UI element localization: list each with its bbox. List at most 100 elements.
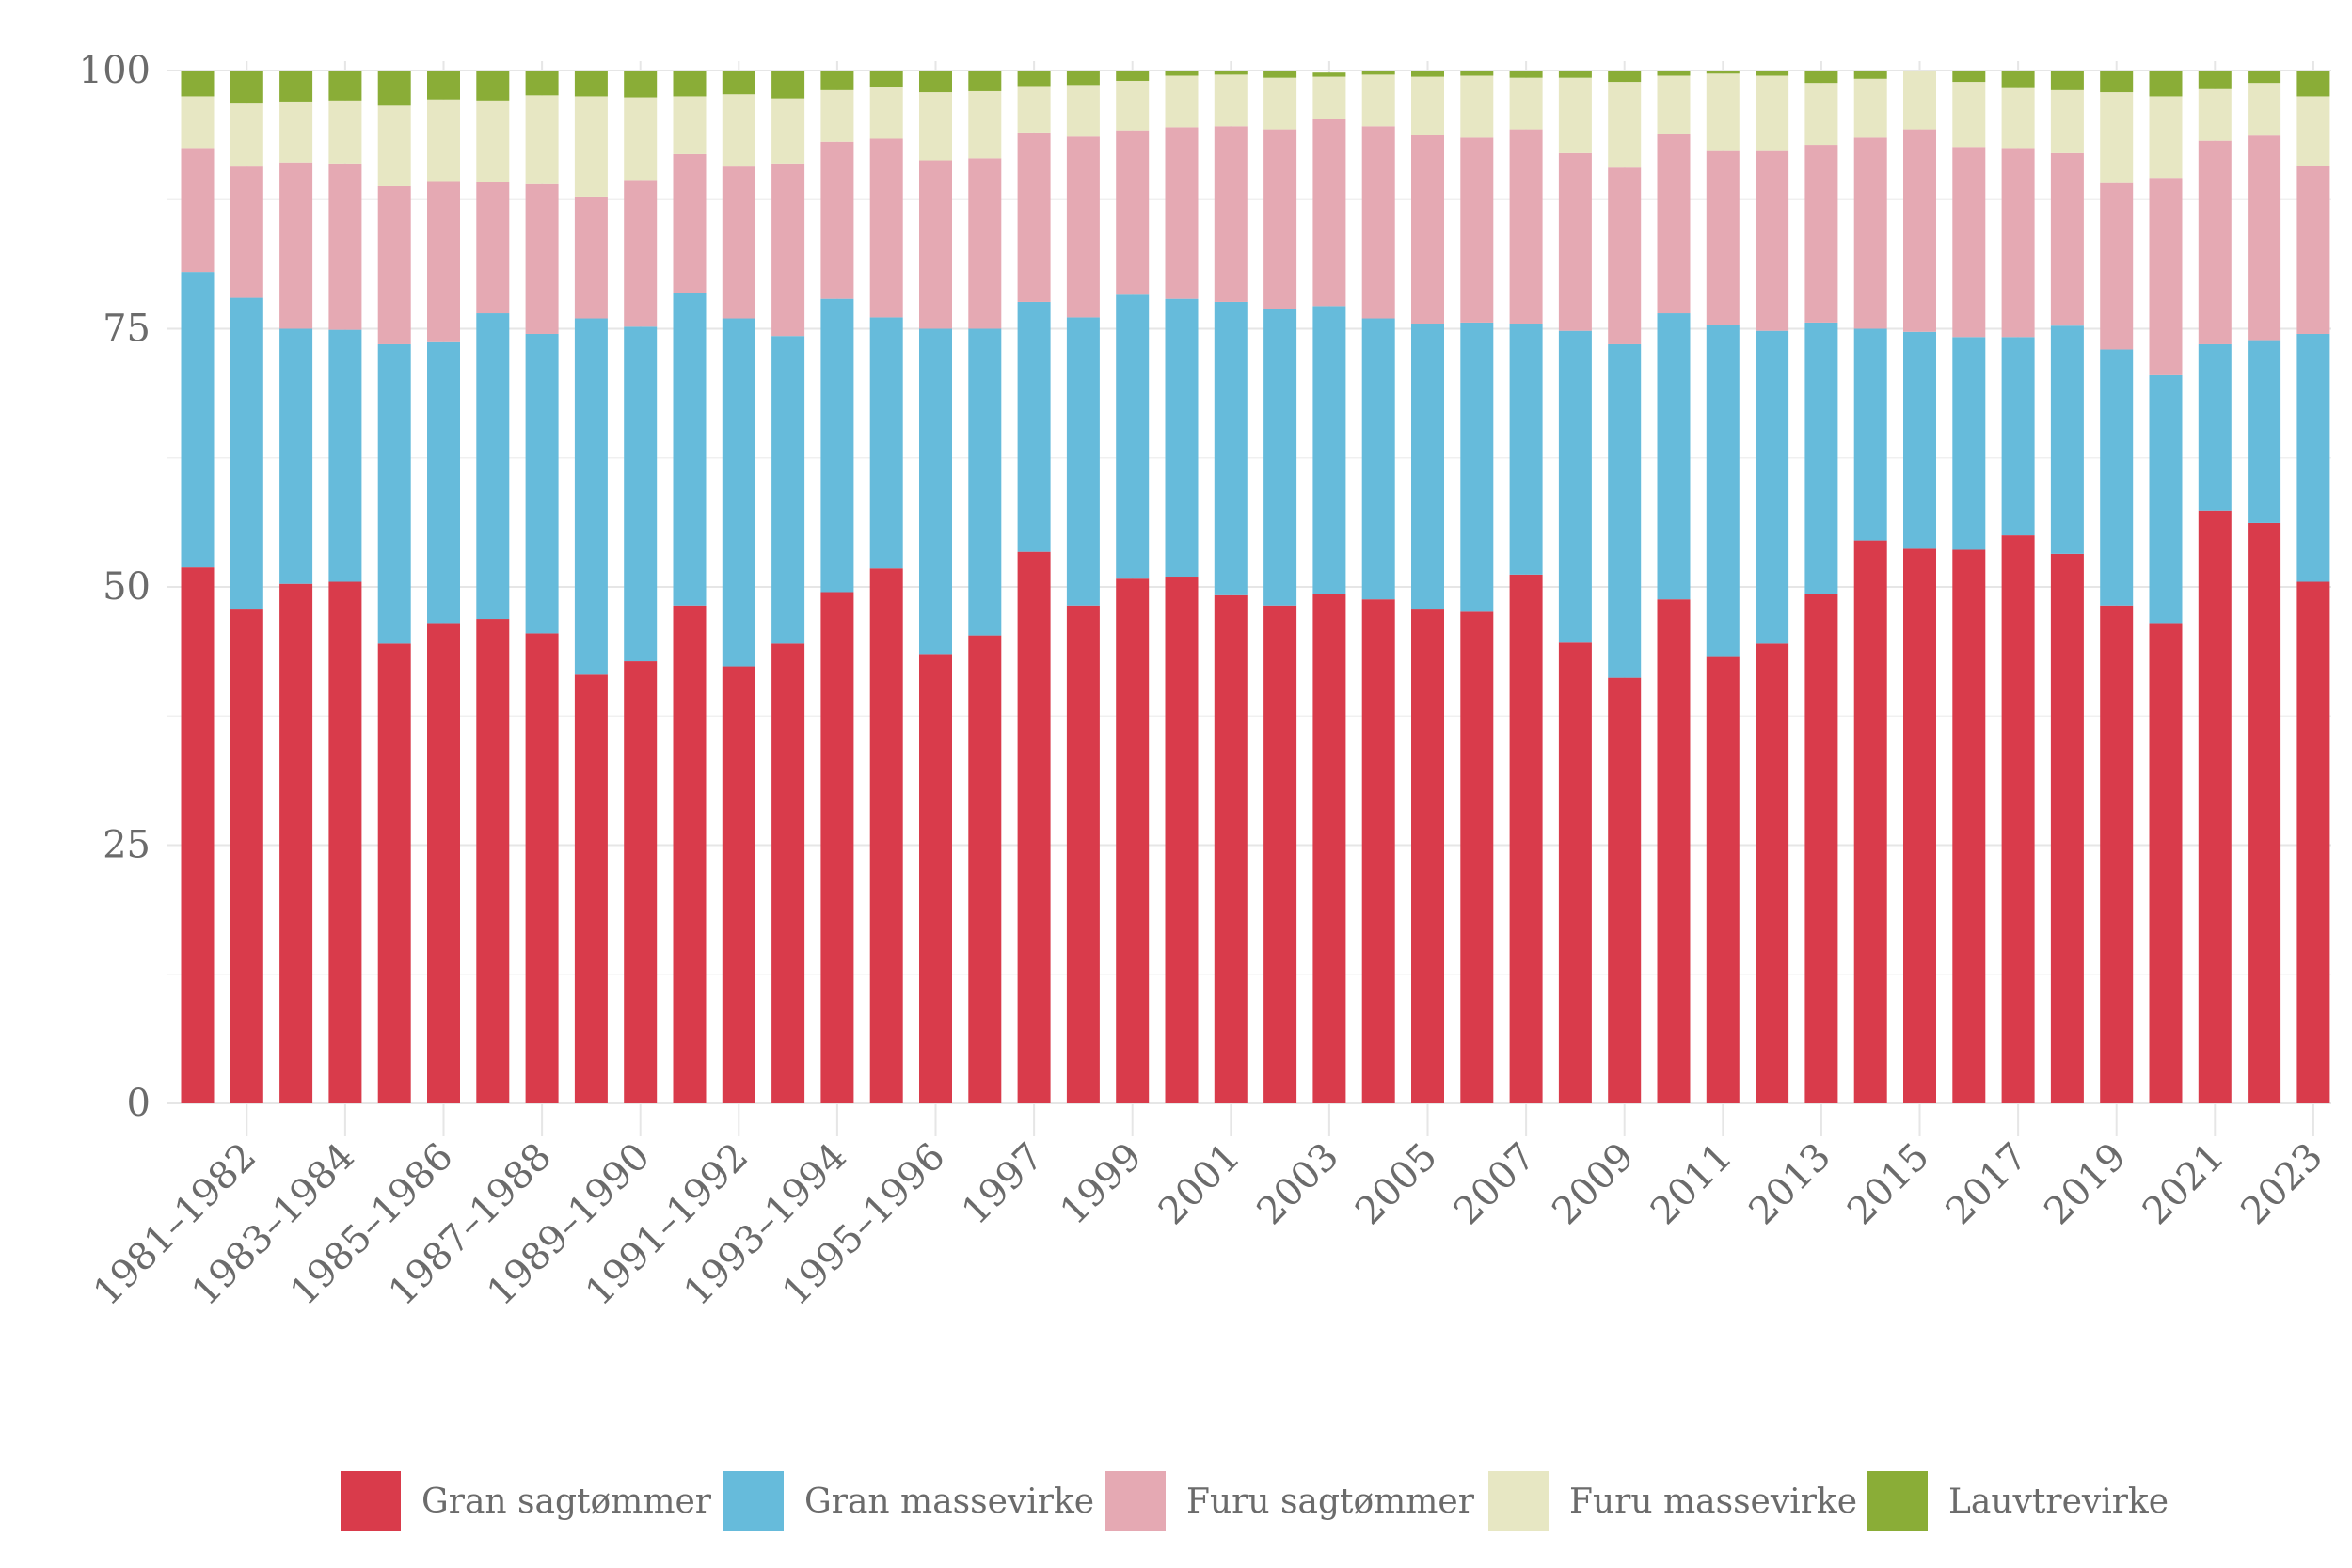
- bar-segment-gran-sag: [1804, 594, 1838, 1103]
- x-tick-label: 2021: [2135, 1135, 2233, 1234]
- bar-segment-gran-masse: [525, 333, 559, 634]
- legend-label: Furu sagtømmer: [1186, 1482, 1475, 1521]
- bar-segment-gran-masse: [2248, 340, 2281, 523]
- bar-segment-furu-masse: [230, 103, 263, 167]
- bar-segment-lauv: [328, 71, 362, 101]
- bar-segment-lauv: [1558, 71, 1592, 78]
- bar-segment-lauv: [1165, 71, 1199, 76]
- bar-segment-lauv: [1460, 71, 1494, 76]
- bar-segment-gran-sag: [279, 583, 313, 1103]
- bar-segment-gran-sag: [181, 567, 215, 1103]
- bar-segment-gran-masse: [1361, 318, 1395, 600]
- bar-segment-furu-masse: [2296, 96, 2330, 166]
- bar-segment-furu-masse: [1214, 74, 1248, 127]
- bar-segment-lauv: [1657, 71, 1691, 76]
- legend-item: Furu sagtømmer: [1105, 1471, 1475, 1531]
- bar-segment-gran-masse: [1657, 313, 1691, 600]
- bar-segment-gran-masse: [279, 328, 313, 584]
- bar-segment-lauv: [377, 71, 411, 106]
- bar-segment-furu-masse: [722, 94, 755, 167]
- bar-segment-furu-masse: [771, 98, 805, 164]
- bar-segment-furu-masse: [476, 100, 510, 182]
- bar-segment-gran-sag: [525, 633, 559, 1103]
- bar-segment-furu-sag: [1460, 137, 1494, 323]
- bar-segment-gran-masse: [1706, 325, 1740, 657]
- bar-segment-gran-sag: [1706, 656, 1740, 1103]
- bar-segment-furu-masse: [1361, 74, 1395, 127]
- bar-segment-gran-sag: [2050, 553, 2084, 1103]
- bar-segment-furu-masse: [1558, 77, 1592, 153]
- bar-segment-furu-sag: [869, 138, 903, 318]
- bar-segment-lauv: [1608, 71, 1642, 83]
- bar-segment-lauv: [1263, 71, 1297, 78]
- bar-segment-lauv: [624, 71, 658, 98]
- bar-segment-lauv: [869, 71, 903, 87]
- x-tick-label: 1997: [954, 1135, 1053, 1234]
- bar-segment-furu-masse: [1460, 75, 1494, 138]
- x-tick-label: 2023: [2233, 1135, 2331, 1234]
- bar-segment-gran-masse: [1214, 301, 1248, 595]
- bar-segment-furu-sag: [2100, 182, 2134, 350]
- bar-segment-furu-sag: [1017, 132, 1051, 302]
- bar-segment-gran-sag: [1657, 599, 1691, 1103]
- bar-segment-gran-masse: [722, 318, 755, 667]
- y-tick-label: 0: [127, 1082, 151, 1125]
- bar-segment-lauv: [820, 71, 854, 90]
- bar-segment-gran-masse: [328, 329, 362, 582]
- bar-segment-gran-sag: [869, 568, 903, 1103]
- bar-segment-gran-masse: [1165, 298, 1199, 578]
- bar-segment-furu-sag: [1263, 129, 1297, 309]
- bar-segment-gran-sag: [1558, 642, 1592, 1103]
- bar-segment-furu-masse: [1263, 77, 1297, 130]
- bar-segment-furu-sag: [2198, 140, 2232, 344]
- bar-segment-gran-masse: [2050, 325, 2084, 554]
- bar-segment-gran-sag: [1853, 540, 1887, 1103]
- legend-item: Gran massevirke: [723, 1471, 1094, 1531]
- legend-item: Gran sagtømmer: [341, 1471, 712, 1531]
- bar-segment-gran-sag: [328, 581, 362, 1103]
- bar-segment-lauv: [574, 71, 608, 97]
- bar-segment-furu-masse: [1312, 76, 1346, 119]
- bar-segment-lauv: [2001, 71, 2035, 88]
- x-axis: 1981–19821983–19841985–19861987–19881989…: [86, 1135, 2331, 1315]
- legend-label: Gran sagtømmer: [421, 1482, 712, 1521]
- bar-segment-furu-sag: [673, 153, 707, 293]
- bar-segment-furu-sag: [1952, 147, 1986, 338]
- bar-segment-furu-masse: [427, 99, 460, 182]
- bar-segment-furu-masse: [1903, 71, 1936, 130]
- bar-segment-lauv: [525, 71, 559, 96]
- x-tick-label: 2001: [1151, 1135, 1249, 1234]
- bar-segment-furu-sag: [476, 182, 510, 314]
- bar-segment-gran-sag: [1165, 577, 1199, 1103]
- bar-segment-gran-masse: [820, 298, 854, 593]
- x-tick-label: 2011: [1643, 1135, 1741, 1234]
- bar-segment-gran-sag: [2198, 510, 2232, 1103]
- bar-segment-gran-masse: [1116, 294, 1150, 579]
- bar-segment-lauv: [1214, 71, 1248, 75]
- bar-segment-furu-sag: [1903, 129, 1936, 332]
- bar-segment-gran-masse: [377, 343, 411, 644]
- bar-segment-gran-sag: [1066, 605, 1100, 1103]
- bar-segment-furu-sag: [1312, 119, 1346, 307]
- y-axis: 0 25 50 75 100: [79, 49, 151, 1125]
- bar-segment-gran-masse: [1952, 337, 1986, 550]
- legend-label: Lauvtrevirke: [1948, 1482, 2169, 1521]
- bar-segment-gran-sag: [2248, 522, 2281, 1103]
- bar-segment-lauv: [968, 71, 1002, 91]
- bar-segment-gran-sag: [919, 654, 952, 1103]
- bar-segment-gran-masse: [1804, 322, 1838, 594]
- bar-segment-furu-masse: [1853, 78, 1887, 138]
- bar-segment-furu-sag: [1214, 126, 1248, 302]
- bar-segment-furu-sag: [2248, 135, 2281, 341]
- bar-segment-gran-masse: [2296, 333, 2330, 582]
- bar-segment-gran-sag: [1608, 677, 1642, 1103]
- bar-segment-gran-sag: [427, 623, 460, 1103]
- bar-segment-furu-sag: [1706, 150, 1740, 325]
- bar-segment-gran-sag: [2149, 623, 2183, 1103]
- bar-segment-lauv: [1411, 71, 1444, 77]
- x-tick-label: 2017: [1938, 1135, 2037, 1234]
- bar-segment-gran-sag: [771, 643, 805, 1103]
- bar-segment-furu-sag: [328, 163, 362, 330]
- bar-segment-gran-masse: [1756, 330, 1789, 644]
- bar-segment-gran-sag: [673, 605, 707, 1103]
